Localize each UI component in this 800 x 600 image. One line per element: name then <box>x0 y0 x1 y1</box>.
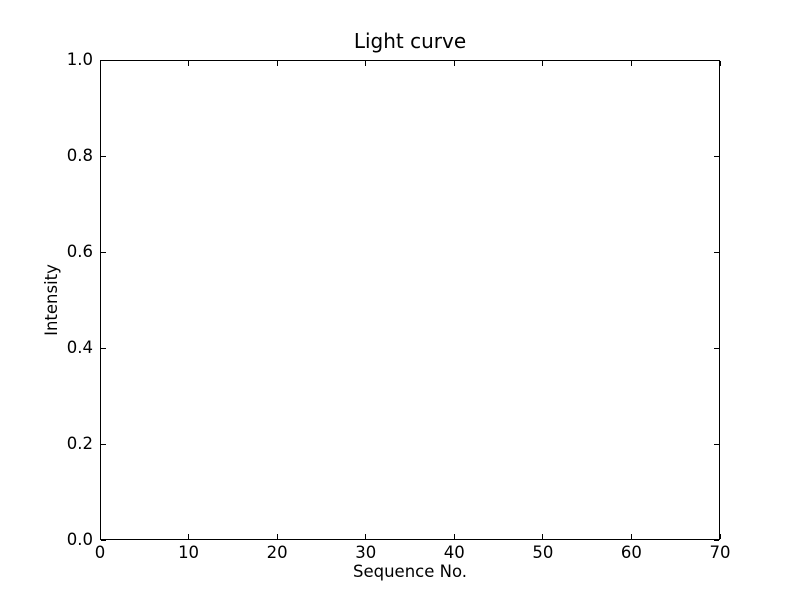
x-tick-label: 40 <box>443 543 465 562</box>
y-major-tick-right <box>714 443 719 445</box>
x-major-tick-top <box>719 61 721 66</box>
x-tick-label: 70 <box>709 543 731 562</box>
x-major-tick-bottom <box>99 534 101 539</box>
y-tick-label: 0.8 <box>66 146 93 165</box>
x-major-tick-top <box>542 61 544 66</box>
x-tick-label: 60 <box>620 543 642 562</box>
y-tick-label: 1.0 <box>66 50 93 69</box>
y-tick-label: 0.4 <box>66 338 93 357</box>
y-major-tick-left <box>101 59 106 61</box>
x-major-tick-top <box>630 61 632 66</box>
x-major-tick-bottom <box>630 534 632 539</box>
x-tick-label: 30 <box>355 543 377 562</box>
x-tick-label: 50 <box>532 543 554 562</box>
chart-title: Light curve <box>353 29 467 53</box>
x-tick-label: 10 <box>178 543 200 562</box>
x-major-tick-bottom <box>542 534 544 539</box>
y-tick-label: 0.6 <box>66 242 93 261</box>
x-major-tick-bottom <box>276 534 278 539</box>
y-axis-label: Intensity <box>42 264 61 336</box>
x-major-tick-top <box>188 61 190 66</box>
x-axis-label: Sequence No. <box>352 562 468 581</box>
y-major-tick-right <box>714 539 719 541</box>
y-major-tick-left <box>101 443 106 445</box>
x-major-tick-bottom <box>453 534 455 539</box>
y-tick-label: 0.2 <box>66 434 93 453</box>
x-major-tick-bottom <box>719 534 721 539</box>
y-major-tick-right <box>714 155 719 157</box>
plot-area <box>100 60 720 540</box>
y-tick-label: 0.0 <box>66 530 93 549</box>
y-major-tick-right <box>714 59 719 61</box>
y-major-tick-left <box>101 539 106 541</box>
y-major-tick-right <box>714 251 719 253</box>
y-major-tick-left <box>101 155 106 157</box>
x-tick-label: 0 <box>94 543 106 562</box>
x-major-tick-top <box>453 61 455 66</box>
x-major-tick-bottom <box>188 534 190 539</box>
x-major-tick-bottom <box>365 534 367 539</box>
x-major-tick-top <box>99 61 101 66</box>
y-major-tick-right <box>714 347 719 349</box>
x-tick-label: 20 <box>266 543 288 562</box>
x-major-tick-top <box>365 61 367 66</box>
x-major-tick-top <box>276 61 278 66</box>
y-major-tick-left <box>101 347 106 349</box>
y-major-tick-left <box>101 251 106 253</box>
